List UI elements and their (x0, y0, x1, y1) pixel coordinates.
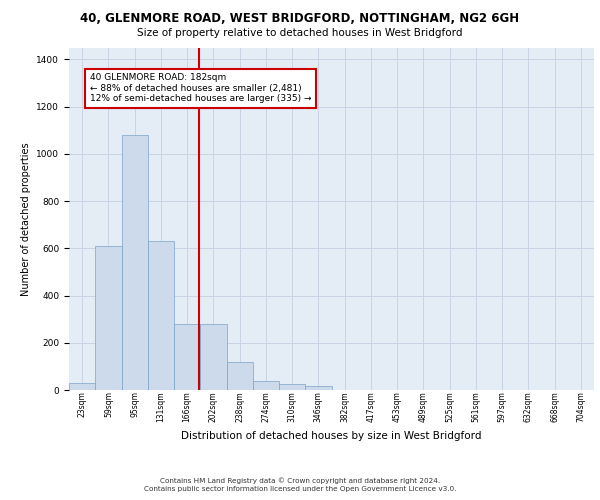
Bar (174, 324, 200, 390)
Text: 40, GLENMORE ROAD, WEST BRIDGFORD, NOTTINGHAM, NG2 6GH: 40, GLENMORE ROAD, WEST BRIDGFORD, NOTTI… (80, 12, 520, 26)
Bar (200, 324, 227, 390)
X-axis label: Distribution of detached houses by size in West Bridgford: Distribution of detached houses by size … (181, 430, 482, 440)
Bar (148, 241, 174, 390)
Bar (253, 380, 279, 390)
Y-axis label: Number of detached properties: Number of detached properties (21, 142, 31, 296)
Text: Size of property relative to detached houses in West Bridgford: Size of property relative to detached ho… (137, 28, 463, 38)
Text: Contains HM Land Registry data © Crown copyright and database right 2024.
Contai: Contains HM Land Registry data © Crown c… (144, 478, 456, 492)
Bar (95, 246, 121, 390)
Bar (69, 383, 95, 390)
Bar (305, 386, 331, 390)
Text: 40 GLENMORE ROAD: 182sqm
← 88% of detached houses are smaller (2,481)
12% of sem: 40 GLENMORE ROAD: 182sqm ← 88% of detach… (90, 74, 311, 104)
Bar (121, 135, 148, 390)
Bar (279, 384, 305, 390)
Bar (227, 362, 253, 390)
